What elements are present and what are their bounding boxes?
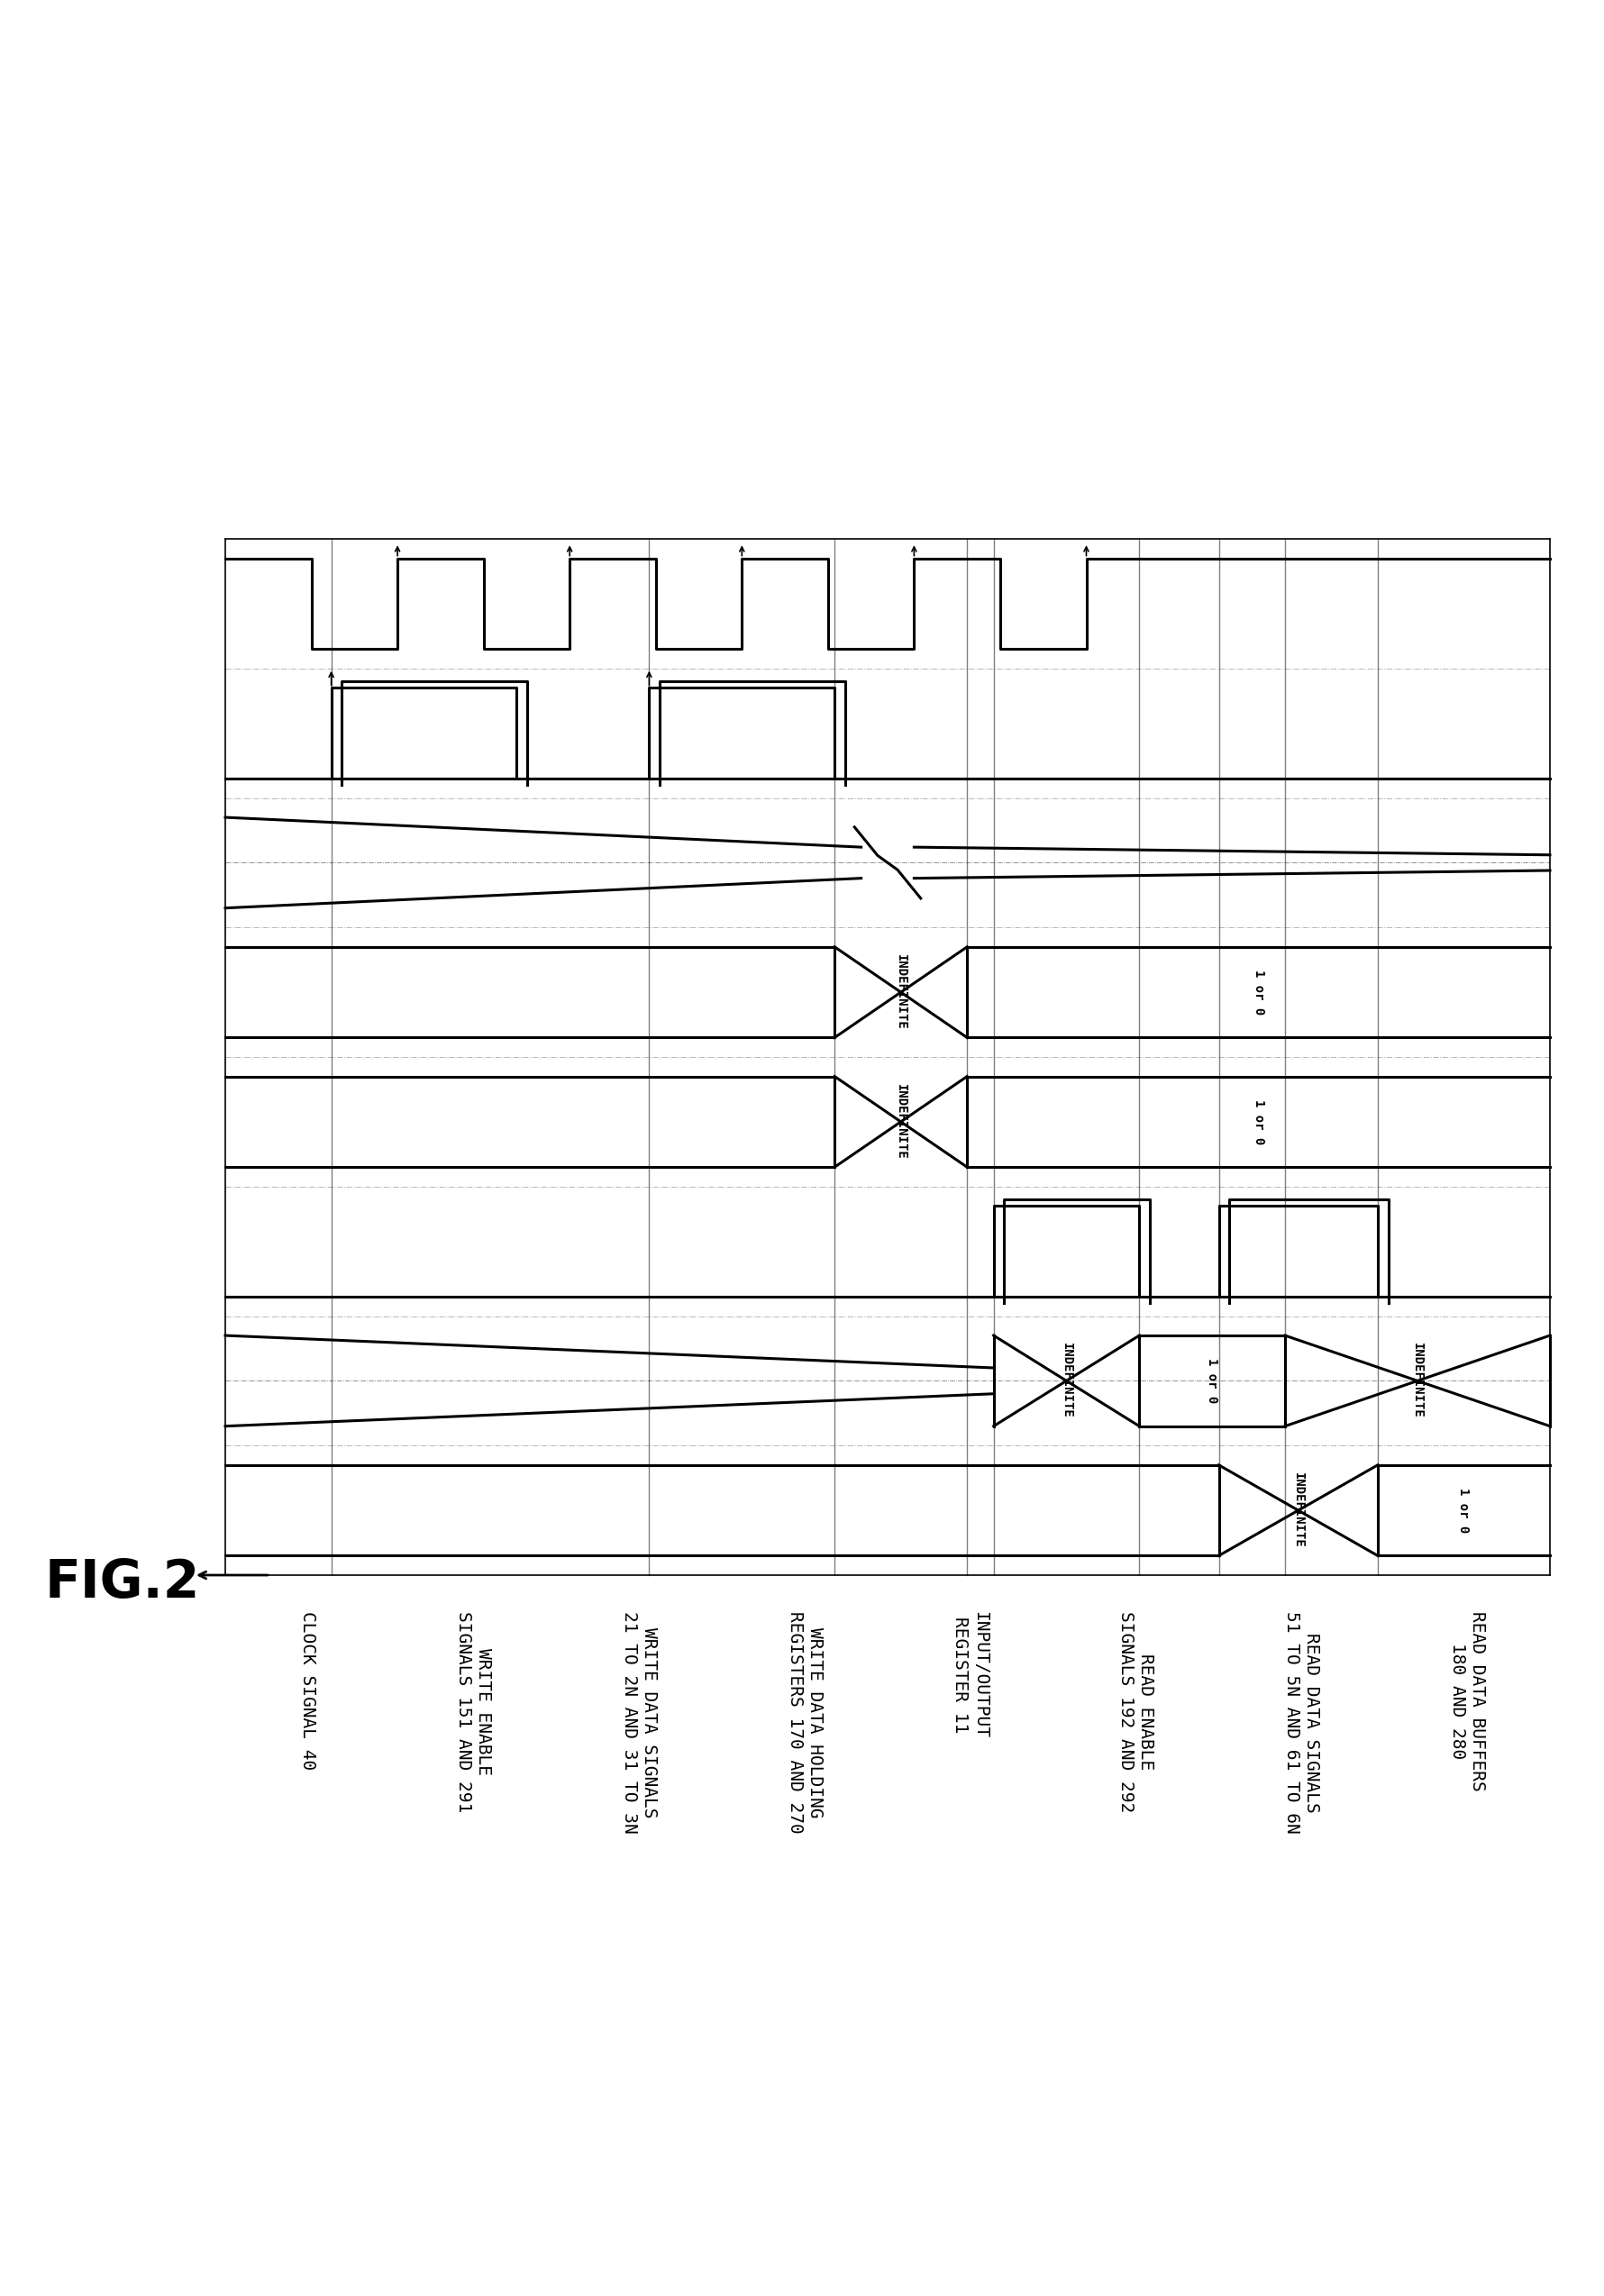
Text: 1 or 0: 1 or 0 xyxy=(1206,1359,1219,1403)
Text: READ DATA BUFFERS
180 AND 280: READ DATA BUFFERS 180 AND 280 xyxy=(1448,1612,1485,1791)
Text: WRITE DATA HOLDING
REGISTERS 170 AND 270: WRITE DATA HOLDING REGISTERS 170 AND 270 xyxy=(786,1612,823,1835)
Text: WRITE ENABLE
SIGNALS 151 AND 291: WRITE ENABLE SIGNALS 151 AND 291 xyxy=(456,1612,492,1812)
Text: CLOCK SIGNAL 40: CLOCK SIGNAL 40 xyxy=(300,1612,316,1770)
Text: INDEFINITE: INDEFINITE xyxy=(895,955,908,1031)
Text: FIG.2: FIG.2 xyxy=(45,1557,200,1609)
Text: 1 or 0: 1 or 0 xyxy=(1253,1100,1266,1143)
Text: 1 or 0: 1 or 0 xyxy=(1253,969,1266,1015)
Text: INDEFINITE: INDEFINITE xyxy=(895,1084,908,1159)
Text: INDEFINITE: INDEFINITE xyxy=(1412,1343,1424,1419)
Text: INDEFINITE: INDEFINITE xyxy=(1291,1472,1304,1548)
Text: WRITE DATA SIGNALS
21 TO 2N AND 31 TO 3N: WRITE DATA SIGNALS 21 TO 2N AND 31 TO 3N xyxy=(621,1612,658,1835)
Text: 1 or 0: 1 or 0 xyxy=(1458,1488,1471,1534)
Text: READ DATA SIGNALS
51 TO 5N AND 61 TO 6N: READ DATA SIGNALS 51 TO 5N AND 61 TO 6N xyxy=(1283,1612,1320,1835)
Text: INPUT/OUTPUT
REGISTER 11: INPUT/OUTPUT REGISTER 11 xyxy=(951,1612,990,1738)
Text: INDEFINITE: INDEFINITE xyxy=(1060,1343,1073,1419)
Text: READ ENABLE
SIGNALS 192 AND 292: READ ENABLE SIGNALS 192 AND 292 xyxy=(1118,1612,1155,1812)
